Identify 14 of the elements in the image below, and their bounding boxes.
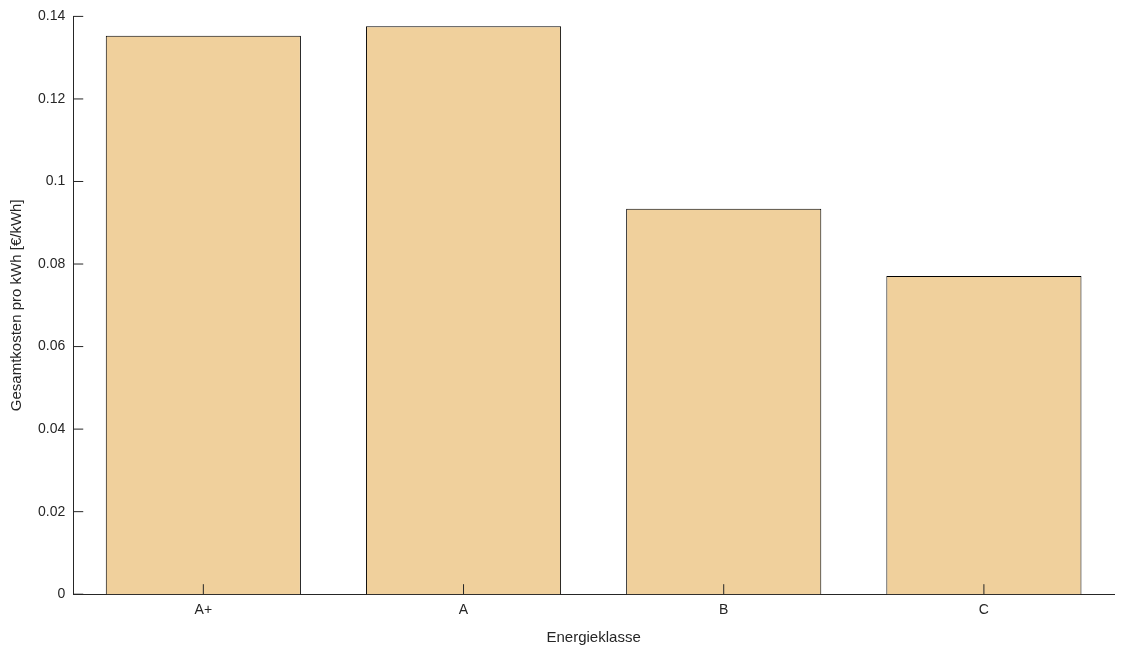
y-tick-label: 0.02 — [38, 502, 66, 519]
x-tick-label: B — [719, 601, 729, 618]
x-tick-label: A — [458, 601, 469, 618]
y-tick-label: 0.08 — [38, 254, 66, 271]
y-tick-label: 0.12 — [38, 89, 66, 106]
x-axis-title: Energieklasse — [546, 628, 641, 646]
y-axis-title: Gesamtkosten pro kWh [€/kWh] — [7, 199, 25, 412]
y-tick-label: 0.14 — [38, 7, 66, 24]
y-tick-label: 0 — [57, 585, 66, 602]
x-tick-label: C — [978, 601, 989, 618]
y-tick-label: 0.06 — [38, 337, 66, 354]
x-tick-label: A+ — [194, 601, 213, 618]
y-tick-label: 0.04 — [38, 419, 66, 436]
y-tick-label: 0.1 — [45, 172, 66, 189]
